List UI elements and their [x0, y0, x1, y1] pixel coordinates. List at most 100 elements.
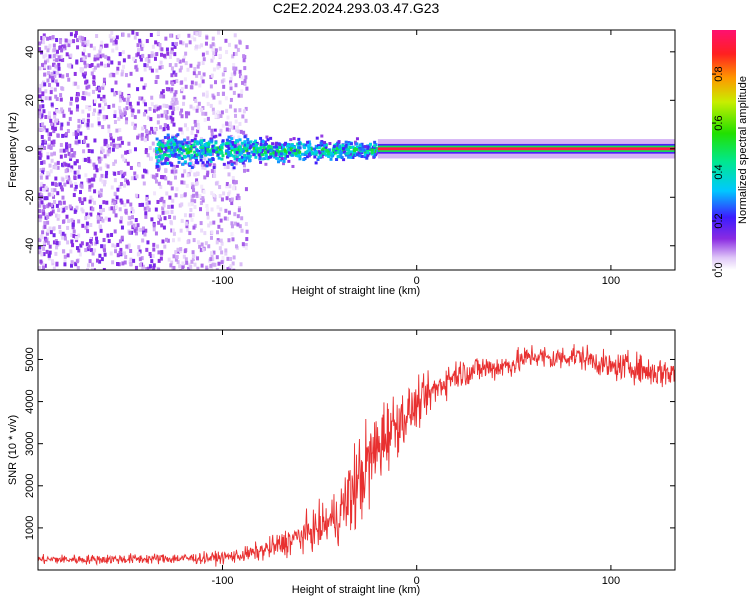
heatmap-cell	[192, 188, 196, 193]
heatmap-cell	[177, 160, 181, 164]
heatmap-cell	[184, 152, 188, 157]
heatmap-cell	[160, 113, 164, 118]
heatmap-cell	[276, 149, 280, 153]
heatmap-cell	[142, 226, 146, 231]
heatmap-cell	[93, 138, 97, 143]
heatmap-cell	[84, 122, 88, 127]
heatmap-cell	[169, 33, 173, 38]
heatmap-cell	[231, 142, 235, 146]
heatmap-cell	[159, 256, 163, 261]
heatmap-cell	[143, 67, 147, 72]
heatmap-cell	[123, 202, 127, 207]
heatmap-cell	[207, 244, 211, 249]
heatmap-cell	[229, 104, 233, 109]
heatmap-cell	[200, 139, 204, 143]
heatmap-cell	[54, 176, 58, 181]
heatmap-cell	[221, 255, 225, 260]
heatmap-cell	[162, 94, 166, 99]
heatmap-cell	[97, 94, 101, 99]
heatmap-cell	[145, 201, 149, 206]
heatmap-cell	[38, 265, 42, 270]
heatmap-cell	[230, 201, 234, 206]
heatmap-cell	[201, 198, 205, 203]
heatmap-cell	[140, 77, 144, 82]
heatmap-cell	[359, 147, 363, 151]
heatmap-cell	[158, 147, 162, 151]
heatmap-cell	[41, 122, 45, 127]
heatmap-cell	[172, 154, 176, 158]
heatmap-cell	[317, 144, 321, 148]
heatmap-cell	[162, 199, 166, 204]
heatmap-cell	[184, 221, 188, 226]
heatmap-cell	[274, 142, 278, 146]
heatmap-cell	[148, 130, 152, 135]
heatmap-cell	[74, 236, 78, 241]
heatmap-cell	[131, 121, 135, 126]
heatmap-cell	[126, 179, 130, 184]
heatmap-cell	[362, 145, 366, 149]
heatmap-cell	[149, 268, 153, 270]
heatmap-cell	[150, 126, 154, 131]
heatmap-cell	[174, 72, 178, 77]
heatmap-cell	[280, 157, 284, 161]
heatmap-cell	[93, 248, 97, 253]
heatmap-cell	[233, 141, 237, 145]
heatmap-cell	[138, 249, 142, 254]
heatmap-cell	[110, 206, 114, 211]
heatmap-cell	[194, 134, 198, 138]
heatmap-cell	[187, 111, 191, 116]
heatmap-cell	[204, 241, 208, 246]
heatmap-cell	[166, 51, 170, 56]
heatmap-cell	[317, 146, 321, 150]
heatmap-cell	[129, 105, 133, 110]
heatmap-cell	[279, 158, 283, 162]
heatmap-cell	[148, 106, 152, 111]
heatmap-cell	[127, 83, 131, 88]
heatmap-cell	[211, 42, 215, 47]
heatmap-cell	[216, 238, 220, 243]
heatmap-cell	[286, 150, 290, 154]
heatmap-cell	[224, 143, 228, 147]
heatmap-cell	[128, 149, 132, 154]
heatmap-cell	[140, 132, 144, 137]
heatmap-cell	[54, 251, 58, 256]
heatmap-cell	[248, 154, 252, 158]
heatmap-cell	[93, 165, 97, 170]
heatmap-cell	[122, 183, 126, 188]
heatmap-cell	[282, 145, 286, 149]
heatmap-cell	[177, 33, 181, 38]
heatmap-cell	[78, 123, 82, 128]
heatmap-cell	[304, 150, 308, 154]
heatmap-cell	[55, 49, 59, 54]
heatmap-cell	[191, 254, 195, 259]
heatmap-cell	[199, 201, 203, 206]
heatmap-cell	[296, 146, 300, 150]
heatmap-cell	[201, 52, 205, 57]
heatmap-cell	[245, 237, 249, 242]
heatmap-cell	[170, 204, 174, 209]
heatmap-cell	[70, 165, 74, 170]
heatmap-cell	[337, 148, 341, 152]
heatmap-cell	[259, 136, 263, 140]
heatmap-cell	[40, 181, 44, 186]
heatmap-cell	[336, 150, 340, 154]
heatmap-cell	[228, 266, 232, 270]
heatmap-cell	[214, 51, 218, 56]
heatmap-cell	[214, 181, 218, 186]
heatmap-cell	[225, 216, 229, 221]
heatmap-cell	[141, 43, 145, 48]
heatmap-cell	[64, 169, 68, 174]
heatmap-cell	[65, 145, 69, 150]
heatmap-cell	[163, 210, 167, 215]
heatmap-cell	[201, 247, 205, 252]
heatmap-cell	[82, 56, 86, 61]
heatmap-cell	[78, 36, 82, 41]
heatmap-cell	[116, 262, 120, 267]
heatmap-cell	[267, 155, 271, 159]
heatmap-cell	[143, 206, 147, 211]
heatmap-cell	[357, 145, 361, 149]
heatmap-cell	[176, 147, 180, 151]
heatmap-cell	[170, 87, 174, 92]
heatmap-cell	[362, 148, 366, 152]
heatmap-cell	[336, 147, 340, 151]
